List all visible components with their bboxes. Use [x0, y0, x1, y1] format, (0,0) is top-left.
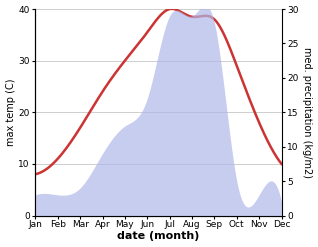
Y-axis label: med. precipitation (kg/m2): med. precipitation (kg/m2) [302, 47, 313, 178]
Y-axis label: max temp (C): max temp (C) [5, 79, 16, 146]
X-axis label: date (month): date (month) [117, 231, 200, 242]
